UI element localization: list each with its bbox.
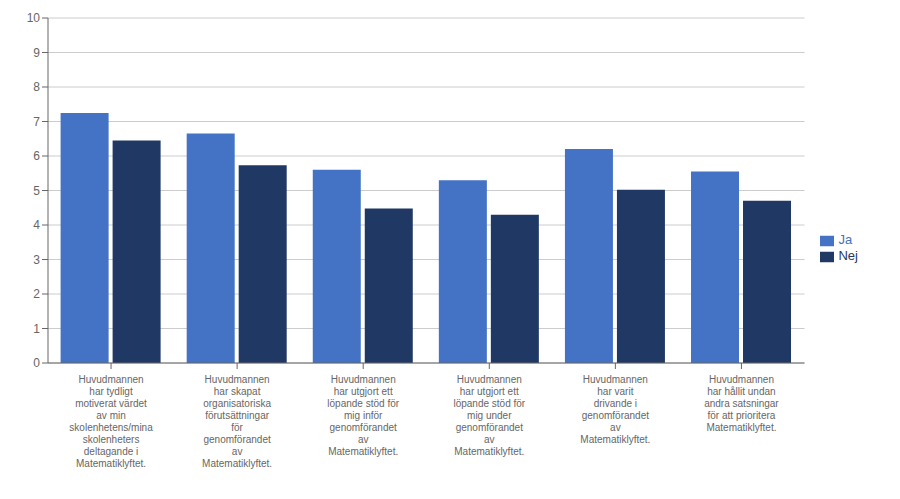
svg-text:Huvudmannenhar utgjort ettlöpa: Huvudmannenhar utgjort ettlöpande stöd f… [453, 374, 525, 457]
svg-text:Huvudmannenhar hållit undanand: Huvudmannenhar hållit undanandra satsnin… [704, 374, 779, 433]
svg-text:2: 2 [33, 287, 40, 301]
svg-text:1: 1 [33, 322, 40, 336]
svg-text:8: 8 [33, 80, 40, 94]
html-text:Ja: Ja [838, 232, 853, 248]
svg-text:3: 3 [33, 253, 40, 267]
svg-text:Huvudmannenhar skapatorganisat: Huvudmannenhar skapatorganisatoriskaföru… [202, 374, 272, 469]
svg-text:0: 0 [33, 356, 40, 370]
svg-text:Huvudmannenhar tydligtmotivera: Huvudmannenhar tydligtmotiverat värdetav… [69, 374, 153, 469]
svg-text:6: 6 [33, 149, 40, 163]
svg-text:Huvudmannenhar utgjort ettlöpa: Huvudmannenhar utgjort ettlöpande stöd f… [327, 374, 399, 457]
svg-text:4: 4 [33, 218, 40, 232]
svg-text:5: 5 [33, 184, 40, 198]
svg-text:Huvudmannenhar varitdrivande i: Huvudmannenhar varitdrivande igenomföran… [580, 374, 650, 445]
svg-text:9: 9 [33, 46, 40, 60]
svg-text:7: 7 [33, 115, 40, 129]
svg-text:10: 10 [27, 11, 41, 25]
html-text:Nej: Nej [838, 248, 858, 263]
